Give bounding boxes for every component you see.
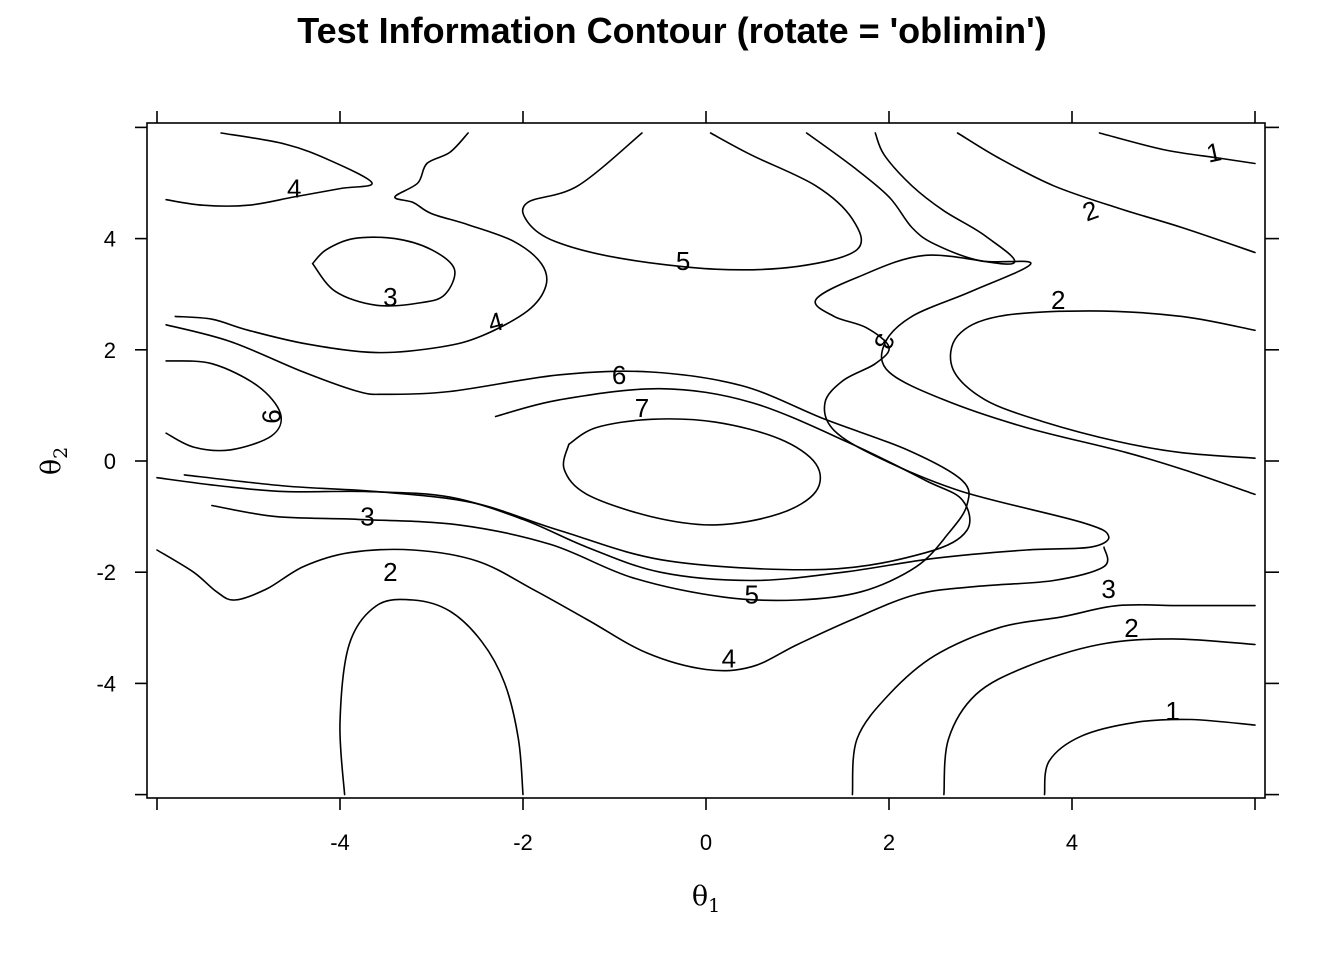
plot-frame [146,122,1266,799]
contour-line-level-6 [165,360,283,452]
contour-label: 3 [360,502,374,532]
contour-label: 2 [1078,194,1102,227]
x-tick-label: 2 [883,830,895,855]
chart-title: Test Information Contour (rotate = 'obli… [297,10,1046,51]
contour-label: 3 [1101,574,1115,604]
x-axis-symbol: θ [692,881,708,912]
contour-label: 5 [745,579,759,609]
y-axis-subscript: 2 [50,447,72,459]
y-tick-label: 2 [104,338,116,363]
x-axis-subscript: 1 [708,895,720,917]
contour-line-level-3 [311,236,456,307]
contour-line-level-4 [174,132,548,354]
contour-label: 2 [1124,613,1138,643]
y-axis-symbol: θ [36,459,67,475]
x-tick-label: -4 [330,830,350,855]
contour-label: 2 [383,557,397,587]
y-tick-label: 4 [104,227,116,252]
contour-label: 7 [635,393,649,423]
contour-line-level-5 [521,132,863,271]
contour-line-level-7 [562,418,822,526]
contour-line-level-3 [156,546,1109,672]
y-axis-label: θ2 [36,447,72,475]
axis-ticks [135,111,1279,810]
y-tick-label: -2 [96,560,116,585]
contour-label: 1 [1204,136,1224,168]
contour-label: 6 [256,409,286,423]
contour-line-level-2 [956,132,1256,254]
y-tick-label: 0 [104,449,116,474]
y-tick-label: -4 [96,671,116,696]
contour-line-level-3 [851,603,1256,796]
contour-line-level-4 [165,132,373,207]
x-tick-label: 4 [1066,830,1078,855]
contour-line-level-3 [805,132,1256,496]
x-axis-label: θ1 [692,881,720,917]
contour-label: 6 [612,360,626,390]
x-tick-label: 0 [700,830,712,855]
contour-line-level-2 [943,638,1256,796]
contour-lines [156,132,1256,796]
contour-label: 1 [1165,696,1179,726]
contour-label: 2 [1051,285,1065,315]
contour-line-level-1 [1043,718,1256,796]
contour-label: 5 [676,246,690,276]
contour-line-level-1 [1098,132,1256,165]
contour-label: 4 [287,174,301,204]
contour-label: 3 [868,330,901,354]
contour-line-level-5 [165,324,970,602]
contour-label: 3 [383,282,397,312]
contour-line-level-2 [949,310,1256,459]
contour-line-level-2 [339,598,524,796]
axis-tick-labels: -4 -2 0 2 4 -4 -2 0 2 4 [96,227,1078,855]
contour-line-level-6 [183,387,971,571]
contour-line-level-4 [156,132,1110,582]
contour-label: 4 [722,643,736,673]
x-tick-label: -2 [513,830,533,855]
